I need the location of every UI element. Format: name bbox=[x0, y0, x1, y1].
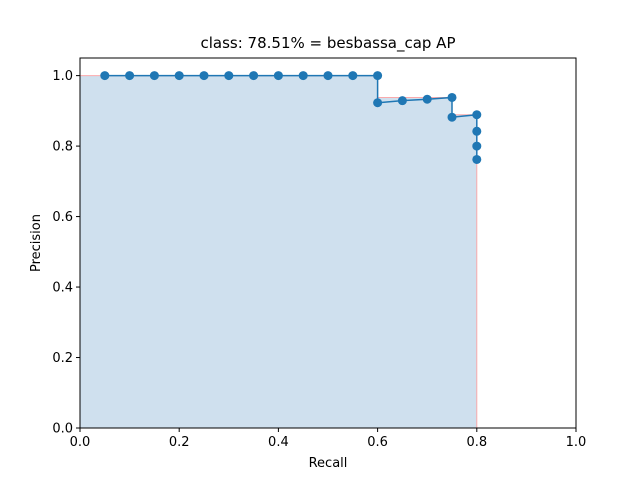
precision-point bbox=[472, 141, 482, 151]
y-tick-label: 0.4 bbox=[52, 281, 73, 296]
chart-title: class: 78.51% = besbassa_cap AP bbox=[201, 34, 456, 53]
precision-point bbox=[373, 98, 383, 108]
precision-point bbox=[447, 112, 457, 122]
x-axis-label: Recall bbox=[309, 456, 348, 471]
x-tick-label: 1.0 bbox=[566, 435, 587, 450]
x-tick-label: 0.0 bbox=[70, 435, 91, 450]
precision-point bbox=[174, 71, 184, 81]
precision-point bbox=[373, 71, 383, 81]
precision-point bbox=[323, 71, 333, 81]
interpolated-area-fill bbox=[80, 75, 477, 428]
x-axis-ticks: 0.0 0.2 0.4 0.6 0.8 1.0 bbox=[70, 428, 587, 450]
marker-layer bbox=[100, 71, 482, 164]
precision-point bbox=[397, 96, 407, 106]
precision-point bbox=[149, 71, 159, 81]
x-tick-label: 0.8 bbox=[466, 435, 487, 450]
y-tick-label: 0.0 bbox=[52, 422, 73, 437]
plot-frame bbox=[79, 57, 577, 429]
area-layer bbox=[80, 75, 478, 428]
precision-point bbox=[249, 71, 259, 81]
precision-point bbox=[422, 94, 432, 104]
y-tick-label: 0.8 bbox=[52, 140, 73, 155]
precision-point bbox=[472, 126, 482, 136]
y-tick-label: 0.2 bbox=[52, 351, 73, 366]
precision-point bbox=[348, 71, 358, 81]
x-tick-label: 0.4 bbox=[268, 435, 289, 450]
y-axis-ticks: 0.0 0.2 0.4 0.6 0.8 1.0 bbox=[52, 69, 80, 437]
precision-point bbox=[199, 71, 209, 81]
precision-point bbox=[472, 154, 482, 164]
precision-point bbox=[447, 92, 457, 102]
precision-point bbox=[472, 110, 482, 120]
precision-point bbox=[100, 71, 110, 81]
precision-point bbox=[273, 71, 283, 81]
x-tick-label: 0.6 bbox=[367, 435, 388, 450]
y-axis-label: Precision bbox=[29, 214, 44, 272]
precision-point bbox=[298, 71, 308, 81]
y-tick-label: 1.0 bbox=[52, 69, 73, 84]
x-tick-label: 0.2 bbox=[169, 435, 190, 450]
precision-point bbox=[224, 71, 234, 81]
precision-point bbox=[125, 71, 135, 81]
y-tick-label: 0.6 bbox=[52, 210, 73, 225]
